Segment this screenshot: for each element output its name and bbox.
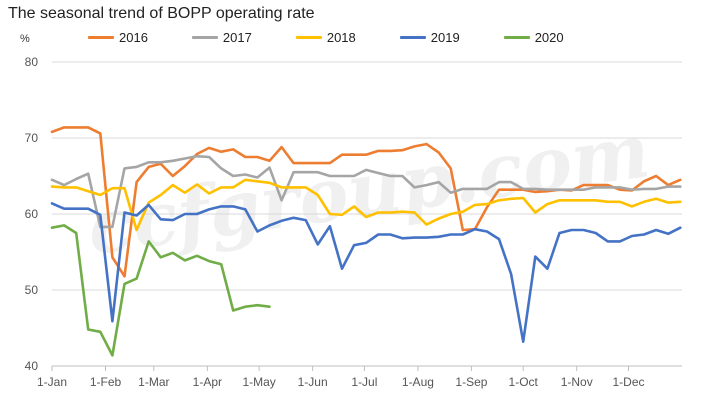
legend-swatch — [503, 36, 530, 39]
chart-legend: 2016 2017 2018 2019 2020 — [88, 30, 608, 45]
series-line-2018 — [50, 178, 682, 232]
legend-item-2016: 2016 — [88, 30, 148, 45]
legend-label: 2018 — [326, 30, 356, 45]
x-tick-label: 1-Dec — [612, 375, 644, 389]
legend-swatch — [295, 36, 322, 39]
legend-label: 2020 — [534, 30, 564, 45]
legend-swatch — [191, 36, 218, 39]
y-tick-label: 80 — [25, 55, 39, 69]
y-tick-label: 40 — [25, 359, 39, 373]
legend-item-2018: 2018 — [295, 30, 356, 45]
x-tick-label: 1-May — [242, 375, 275, 389]
series-line-2017 — [50, 154, 682, 229]
legend-item-2020: 2020 — [503, 30, 564, 45]
series-line-2019 — [50, 202, 682, 344]
legend-swatch — [399, 36, 426, 39]
legend-label: 2017 — [222, 30, 252, 45]
x-tick-label: 1-Apr — [193, 375, 222, 389]
legend-label: 2019 — [430, 30, 460, 45]
x-tick-label: 1-Nov — [561, 375, 593, 389]
x-tick-label: 1-Jan — [37, 375, 67, 389]
legend-item-2019: 2019 — [399, 30, 460, 45]
legend-item-2017: 2017 — [191, 30, 252, 45]
y-axis-unit: % — [20, 33, 30, 45]
x-tick-label: 1-Aug — [402, 375, 434, 389]
x-tick-label: 1-Jun — [298, 375, 328, 389]
series-line-2020 — [50, 224, 271, 357]
legend-label: 2016 — [119, 30, 148, 45]
x-tick-label: 1-Mar — [138, 375, 169, 389]
x-tick-label: 1-Feb — [90, 375, 122, 389]
chart-title: The seasonal trend of BOPP operating rat… — [8, 5, 315, 22]
y-tick-label: 60 — [25, 207, 39, 221]
y-tick-label: 50 — [25, 283, 39, 297]
x-tick-label: 1-Jul — [351, 375, 377, 389]
y-tick-label: 70 — [25, 131, 39, 145]
x-tick-label: 1-Sep — [455, 375, 487, 389]
legend-swatch — [88, 36, 114, 39]
x-tick-label: 1-Oct — [509, 375, 539, 389]
